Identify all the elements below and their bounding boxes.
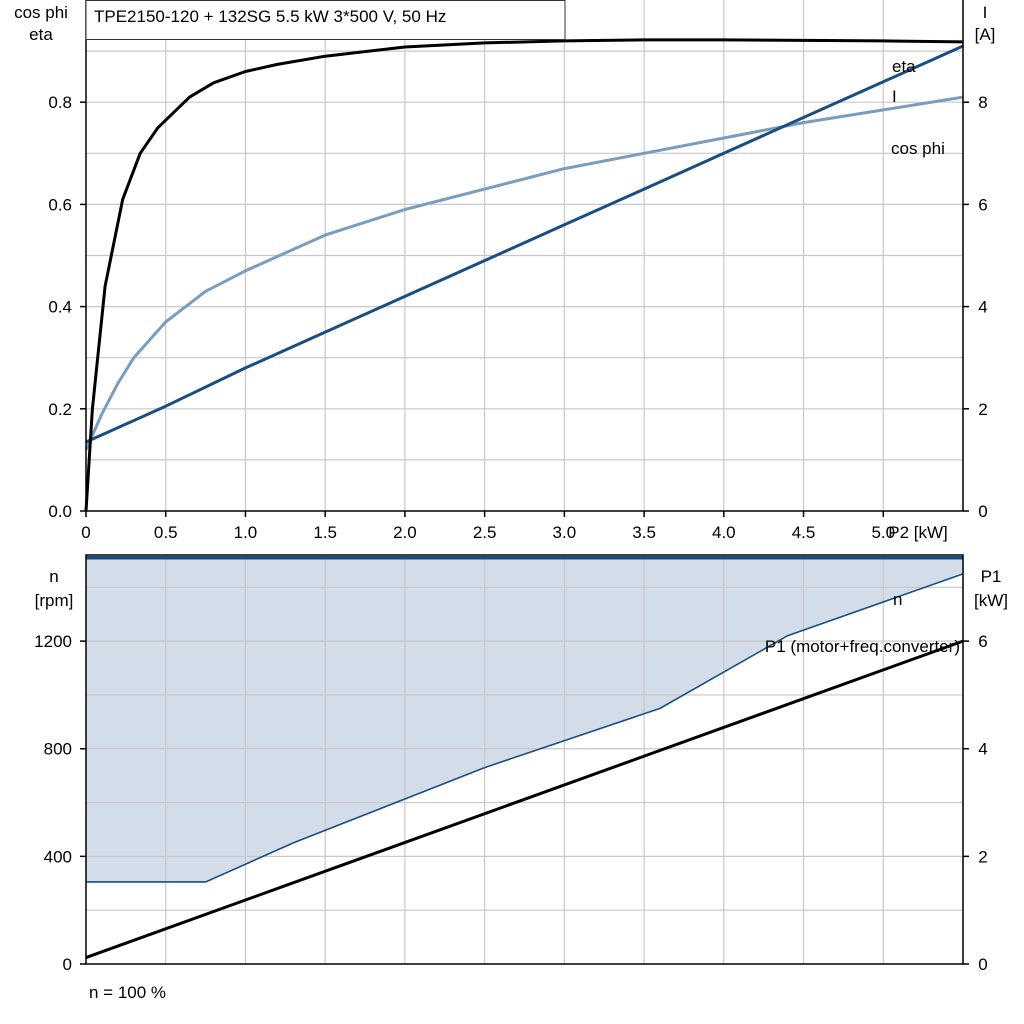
bottom-left-axis-label-line2: [rpm]: [35, 591, 74, 610]
bottom-right-axis-label-line1: P1: [981, 567, 1002, 586]
bottom-y-right-tick-label: 6: [978, 632, 987, 651]
bottom-y-right-tick-label: 0: [978, 955, 987, 974]
top-y-left-tick-label: 0.6: [48, 195, 72, 214]
top-x-tick-label: 2.0: [393, 523, 417, 542]
top-y-right-tick-label: 0: [978, 502, 987, 521]
top-y-right-tick-label: 2: [978, 400, 987, 419]
bottom-y-left-tick-label: 1200: [34, 632, 72, 651]
top-x-tick-label: 0.5: [154, 523, 178, 542]
top-plot-frame: [85, 0, 964, 512]
speed-curve: [86, 573, 964, 883]
bottom-y-left-tick-label: 800: [44, 740, 72, 759]
top-y-left-tick-label: 0.0: [48, 502, 72, 521]
top-left-axis-label-line1: cos phi: [14, 3, 68, 22]
top-x-tick-label: 4.5: [792, 523, 816, 542]
bottom-series: [85, 555, 964, 959]
top-x-tick-label: 4.0: [712, 523, 736, 542]
top-x-tick-label: 2.5: [473, 523, 497, 542]
top-ticks: 0 0.5 1.0 1.5 2.0 2.5 3.0 3.5 4.0 4.5 5.0 0.0 0.2 0.4…: [48, 93, 987, 542]
current-curve: [85, 44, 964, 444]
top-x-tick-label: 1.5: [313, 523, 337, 542]
top-x-tick-label: 5.0: [871, 523, 895, 542]
top-grid: [86, 0, 964, 511]
bottom-y-left-tick-label: 0: [63, 955, 72, 974]
top-x-tick-label: 3.0: [553, 523, 577, 542]
cos-phi-series-label: cos phi: [891, 139, 945, 158]
title-box: [85, 0, 566, 40]
bottom-grid: [86, 555, 964, 964]
speed-series-label: n: [893, 590, 902, 609]
bottom-ticks: 0 400 800 1200 0 2 4 6: [34, 632, 988, 974]
speed-percentage-note: n = 100 %: [89, 983, 166, 1002]
eta-series-label: eta: [892, 57, 916, 76]
speed-range-fill: [86, 557, 963, 882]
top-y-left-tick-label: 0.8: [48, 93, 72, 112]
bottom-right-axis-label-line2: [kW]: [974, 591, 1008, 610]
top-right-axis-label-line2: [A]: [975, 25, 996, 44]
cos-phi-curve: [84, 95, 964, 451]
eta-curve: [84, 38, 964, 512]
top-x-tick-label: 3.5: [632, 523, 656, 542]
top-x-axis-label: P2 [kW]: [888, 523, 948, 542]
top-chart: 0 0.5 1.0 1.5 2.0 2.5 3.0 3.5 4.0 4.5 5.0 0.0 0.2 0.4…: [14, 0, 995, 542]
bottom-plot-frame: [85, 554, 964, 965]
top-y-left-tick-label: 0.2: [48, 400, 72, 419]
current-series-label: I: [892, 87, 897, 106]
bottom-y-right-tick-label: 4: [978, 740, 987, 759]
top-x-tick-label: 1.0: [234, 523, 258, 542]
top-y-right-tick-label: 6: [978, 195, 987, 214]
p1-curve: [85, 639, 964, 959]
bottom-y-left-tick-label: 400: [44, 847, 72, 866]
speed-range-area: [86, 557, 963, 882]
top-y-right-tick-label: 8: [978, 93, 987, 112]
chart-title: TPE2150-120 + 132SG 5.5 kW 3*500 V, 50 H…: [94, 7, 446, 26]
top-right-axis-label-line1: I: [983, 3, 988, 22]
bottom-y-right-tick-label: 2: [978, 847, 987, 866]
p1-series-label: P1 (motor+freq.converter): [765, 637, 960, 656]
top-left-axis-label-line2: eta: [29, 25, 53, 44]
top-y-right-tick-label: 4: [978, 298, 987, 317]
top-x-tick-label: 0: [81, 523, 90, 542]
top-series: [84, 38, 964, 512]
bottom-left-axis-label-line1: n: [49, 567, 58, 586]
bottom-chart: 0 400 800 1200 0 2 4 6 n [rpm] P1 [kW] n P1 (mo…: [34, 554, 1008, 1002]
top-y-left-tick-label: 0.4: [48, 298, 72, 317]
